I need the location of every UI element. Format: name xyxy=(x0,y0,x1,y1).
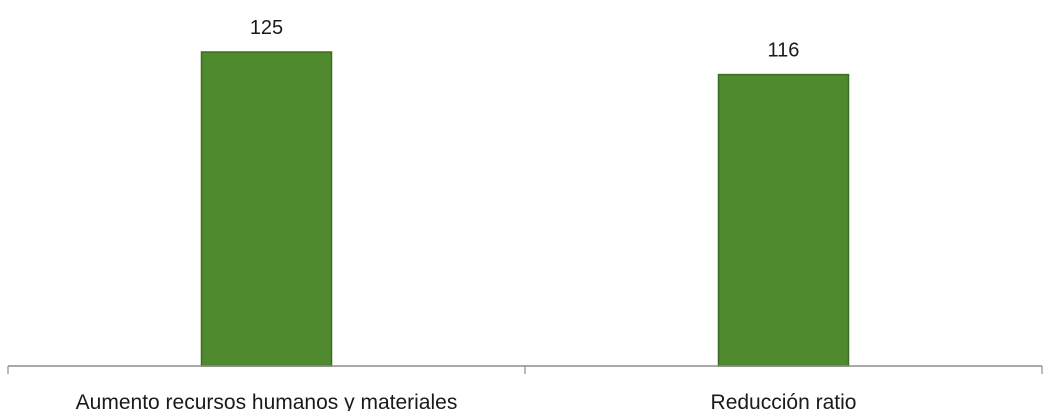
data-label-0: 125 xyxy=(250,17,283,39)
data-labels-group: 125 116 xyxy=(250,17,800,62)
bar-1 xyxy=(717,73,850,367)
bars-group xyxy=(200,51,850,367)
x-axis-tick-labels: Aumento recursos humanos y materiales Red… xyxy=(76,391,857,411)
data-label-1: 116 xyxy=(768,40,800,62)
category-label-1: Reducción ratio xyxy=(711,391,857,411)
category-label-0: Aumento recursos humanos y materiales xyxy=(76,391,458,411)
x-axis-ticks xyxy=(7,366,1043,374)
bar-0 xyxy=(200,51,333,367)
